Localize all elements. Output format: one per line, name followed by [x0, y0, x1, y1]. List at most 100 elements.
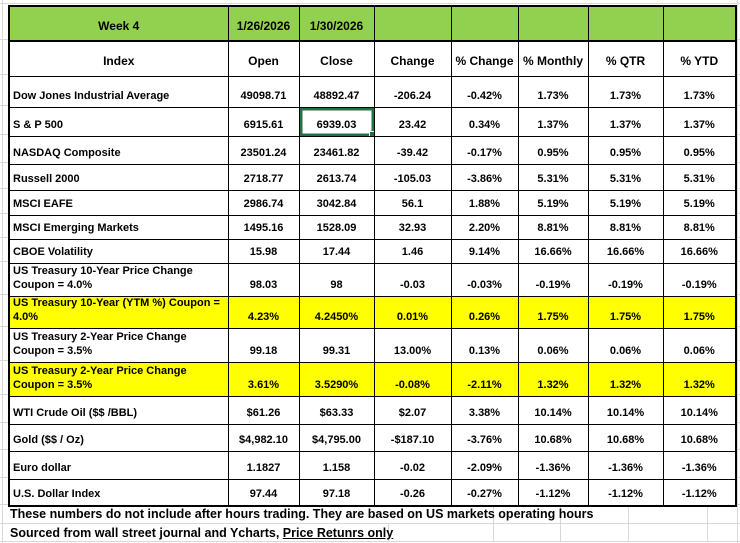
- cell-change[interactable]: 13.00%: [373, 327, 452, 363]
- cell-pct-ytd[interactable]: 10.14%: [662, 395, 737, 425]
- cell-label[interactable]: Dow Jones Industrial Average: [8, 75, 229, 108]
- cell-pct-monthly[interactable]: 1.75%: [517, 295, 589, 329]
- cell-label[interactable]: Gold ($$ / Oz): [8, 423, 229, 452]
- cell-pct-qtr[interactable]: 5.31%: [587, 163, 664, 191]
- cell-open[interactable]: $61.26: [227, 395, 300, 425]
- cell-pct-qtr[interactable]: 16.66%: [587, 238, 664, 264]
- cell-pct-change[interactable]: 0.26%: [450, 295, 519, 329]
- cell-pct-monthly[interactable]: 5.19%: [517, 189, 589, 216]
- cell-pct-monthly[interactable]: 1.73%: [517, 75, 589, 108]
- cell-pct-change[interactable]: -2.09%: [450, 450, 519, 480]
- cell-pct-change[interactable]: -0.42%: [450, 75, 519, 108]
- cell-change[interactable]: 0.01%: [373, 295, 452, 329]
- cell-pct-monthly[interactable]: 1.37%: [517, 106, 589, 137]
- cell-open[interactable]: 98.03: [227, 262, 300, 297]
- cell-open[interactable]: 6915.61: [227, 106, 300, 137]
- cell-pct-monthly[interactable]: -1.36%: [517, 450, 589, 480]
- cell-change[interactable]: -0.02: [373, 450, 452, 480]
- cell-pct-ytd[interactable]: 10.68%: [662, 423, 737, 452]
- column-header-ytd[interactable]: % YTD: [662, 40, 737, 77]
- cell-pct-qtr[interactable]: 8.81%: [587, 214, 664, 240]
- cell-label[interactable]: NASDAQ Composite: [8, 135, 229, 165]
- cell-pct-qtr[interactable]: 10.14%: [587, 395, 664, 425]
- cell-pct-ytd[interactable]: 1.37%: [662, 106, 737, 137]
- cell-pct-ytd[interactable]: 1.73%: [662, 75, 737, 108]
- cell-change[interactable]: 1.46: [373, 238, 452, 264]
- cell-label[interactable]: US Treasury 10-Year (YTM %) Coupon = 4.0…: [8, 295, 229, 329]
- cell-pct-change[interactable]: -0.17%: [450, 135, 519, 165]
- cell-pct-ytd[interactable]: 1.32%: [662, 361, 737, 397]
- cell-pct-monthly[interactable]: 10.14%: [517, 395, 589, 425]
- cell-pct-monthly[interactable]: 0.95%: [517, 135, 589, 165]
- cell-pct-change[interactable]: 0.34%: [450, 106, 519, 137]
- column-header-index[interactable]: Index: [8, 40, 229, 77]
- cell-close[interactable]: 17.44: [298, 238, 375, 264]
- cell-close[interactable]: 98: [298, 262, 375, 297]
- cell-pct-qtr[interactable]: -1.12%: [587, 478, 664, 507]
- cell-pct-change[interactable]: -3.76%: [450, 423, 519, 452]
- cell-close[interactable]: 3042.84: [298, 189, 375, 216]
- cell-close[interactable]: 23461.82: [298, 135, 375, 165]
- cell-close[interactable]: 48892.47: [298, 75, 375, 108]
- cell-label[interactable]: US Treasury 10-Year Price Change Coupon …: [8, 262, 229, 297]
- footnote-trading-hours[interactable]: These numbers do not include after hours…: [10, 507, 594, 521]
- empty-green-cell[interactable]: [450, 5, 519, 42]
- cell-change[interactable]: -105.03: [373, 163, 452, 191]
- column-header-change[interactable]: Change: [373, 40, 452, 77]
- cell-pct-qtr[interactable]: 1.73%: [587, 75, 664, 108]
- cell-open[interactable]: 3.61%: [227, 361, 300, 397]
- cell-pct-monthly[interactable]: -1.12%: [517, 478, 589, 507]
- cell-change[interactable]: 23.42: [373, 106, 452, 137]
- cell-label[interactable]: U.S. Dollar Index: [8, 478, 229, 507]
- cell-pct-ytd[interactable]: 16.66%: [662, 238, 737, 264]
- cell-close[interactable]: 97.18: [298, 478, 375, 507]
- cell-pct-monthly[interactable]: 1.32%: [517, 361, 589, 397]
- cell-pct-qtr[interactable]: 0.95%: [587, 135, 664, 165]
- cell-pct-ytd[interactable]: 8.81%: [662, 214, 737, 240]
- cell-change[interactable]: -$187.10: [373, 423, 452, 452]
- close-date-cell[interactable]: 1/30/2026: [298, 5, 375, 42]
- cell-label[interactable]: S & P 500: [8, 106, 229, 137]
- cell-open[interactable]: $4,982.10: [227, 423, 300, 452]
- cell-change[interactable]: $2.07: [373, 395, 452, 425]
- footnote-source[interactable]: Sourced from wall street journal and Ych…: [10, 524, 393, 543]
- cell-open[interactable]: 97.44: [227, 478, 300, 507]
- cell-pct-qtr[interactable]: 0.06%: [587, 327, 664, 363]
- cell-close[interactable]: $63.33: [298, 395, 375, 425]
- cell-label[interactable]: US Treasury 2-Year Price Change Coupon =…: [8, 327, 229, 363]
- cell-label[interactable]: CBOE Volatility: [8, 238, 229, 264]
- cell-pct-ytd[interactable]: -1.36%: [662, 450, 737, 480]
- column-header-close[interactable]: Close: [298, 40, 375, 77]
- cell-pct-change[interactable]: -3.86%: [450, 163, 519, 191]
- cell-pct-ytd[interactable]: 5.31%: [662, 163, 737, 191]
- cell-pct-monthly[interactable]: -0.19%: [517, 262, 589, 297]
- cell-open[interactable]: 2718.77: [227, 163, 300, 191]
- cell-close[interactable]: 3.5290%: [298, 361, 375, 397]
- cell-label[interactable]: US Treasury 2-Year Price Change Coupon =…: [8, 361, 229, 397]
- cell-open[interactable]: 2986.74: [227, 189, 300, 216]
- cell-close[interactable]: 99.31: [298, 327, 375, 363]
- column-header-qtr[interactable]: % QTR: [587, 40, 664, 77]
- empty-green-cell[interactable]: [662, 5, 737, 42]
- cell-open[interactable]: 49098.71: [227, 75, 300, 108]
- cell-pct-monthly[interactable]: 0.06%: [517, 327, 589, 363]
- cell-pct-qtr[interactable]: 5.19%: [587, 189, 664, 216]
- cell-change[interactable]: 32.93: [373, 214, 452, 240]
- cell-change[interactable]: -0.03: [373, 262, 452, 297]
- cell-pct-change[interactable]: 1.88%: [450, 189, 519, 216]
- cell-pct-change[interactable]: -2.11%: [450, 361, 519, 397]
- cell-pct-ytd[interactable]: -0.19%: [662, 262, 737, 297]
- cell-pct-ytd[interactable]: -1.12%: [662, 478, 737, 507]
- cell-change[interactable]: -39.42: [373, 135, 452, 165]
- cell-pct-change[interactable]: 0.13%: [450, 327, 519, 363]
- cell-pct-change[interactable]: -0.27%: [450, 478, 519, 507]
- cell-pct-change[interactable]: 2.20%: [450, 214, 519, 240]
- cell-close[interactable]: 2613.74: [298, 163, 375, 191]
- cell-open[interactable]: 4.23%: [227, 295, 300, 329]
- cell-pct-change[interactable]: 3.38%: [450, 395, 519, 425]
- cell-change[interactable]: -0.08%: [373, 361, 452, 397]
- cell-close[interactable]: 1528.09: [298, 214, 375, 240]
- empty-green-cell[interactable]: [587, 5, 664, 42]
- cell-pct-qtr[interactable]: 1.32%: [587, 361, 664, 397]
- cell-pct-qtr[interactable]: -1.36%: [587, 450, 664, 480]
